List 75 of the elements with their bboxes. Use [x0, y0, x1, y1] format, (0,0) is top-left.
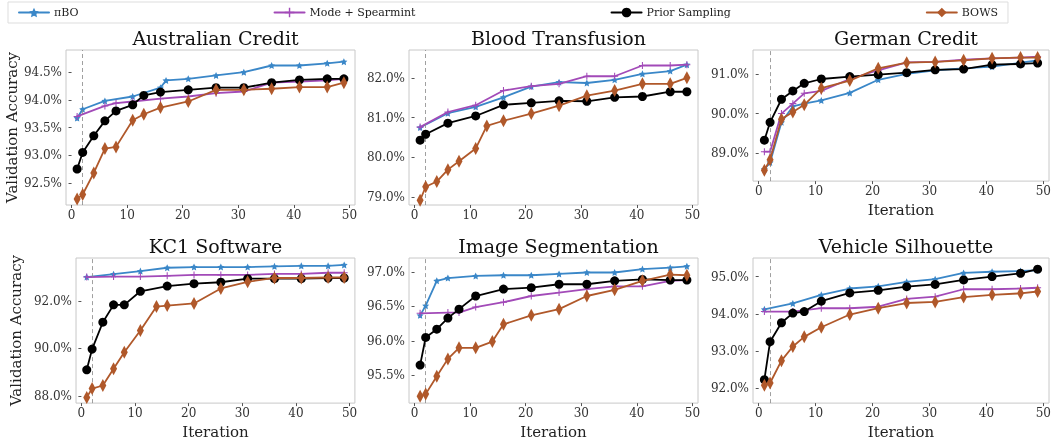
x-tick-label: 30 [573, 406, 589, 421]
x-tick-label: 0 [754, 184, 763, 199]
y-tick-label: 93.0% [710, 344, 749, 359]
x-tick-label: 20 [518, 406, 534, 421]
x-axis-title: Iteration [520, 422, 588, 441]
y-tick-label: 92.0% [710, 381, 749, 396]
x-tick-label: 30 [230, 208, 246, 222]
y-tick-label: 95.0% [710, 269, 749, 284]
x-tick-label: 0 [410, 208, 419, 222]
y-tick-label: 81.0% [366, 110, 405, 125]
y-tick-label: 96.5% [366, 299, 405, 314]
y-tick-label: 79.0% [366, 190, 405, 205]
x-tick-label: 20 [864, 184, 881, 199]
x-tick-label: 10 [462, 406, 478, 421]
y-tick-label: 89.0% [710, 146, 749, 161]
x-tick-label: 10 [462, 208, 478, 222]
y-tick-label: 90.0% [33, 341, 73, 356]
x-tick-label: 40 [978, 184, 995, 199]
y-tick-label: 92.0% [33, 293, 73, 308]
x-tick-label: 20 [518, 208, 534, 222]
x-axis-title: Iteration [182, 422, 250, 441]
chart-title: German Credit [834, 26, 979, 49]
x-tick-label: 50 [684, 406, 701, 421]
chart-title: Image Segmentation [458, 234, 659, 257]
x-tick-label: 0 [77, 406, 86, 421]
chart-title: Vehicle Silhouette [817, 234, 994, 257]
x-tick-label: 0 [754, 406, 763, 421]
x-tick-label: 0 [67, 208, 76, 222]
x-tick-label: 50 [684, 208, 701, 222]
chart-title: KC1 Software [148, 234, 283, 257]
x-tick-label: 50 [341, 208, 358, 222]
x-tick-label: 50 [341, 406, 358, 421]
legend-label: BOWS [961, 6, 998, 19]
x-tick-label: 30 [573, 208, 589, 222]
y-tick-label: 88.0% [33, 388, 73, 403]
x-tick-label: 0 [410, 406, 419, 421]
y-tick-label: 80.0% [366, 150, 405, 165]
y-tick-label: 94.0% [23, 92, 62, 107]
x-tick-label: 10 [807, 406, 824, 421]
x-tick-label: 10 [119, 208, 135, 222]
x-tick-label: 40 [288, 406, 304, 421]
x-tick-label: 30 [921, 406, 938, 421]
x-tick-label: 50 [1035, 406, 1051, 421]
x-tick-label: 40 [286, 208, 302, 222]
x-tick-label: 20 [175, 208, 191, 222]
legend-label: Prior Sampling [646, 6, 731, 19]
y-axis-title: Validation Accuracy [3, 51, 22, 205]
x-tick-label: 30 [921, 184, 938, 199]
legend-label: πBO [54, 6, 79, 19]
x-tick-label: 40 [629, 208, 645, 222]
x-axis-title: Iteration [867, 200, 935, 219]
x-tick-label: 30 [234, 406, 250, 421]
y-tick-label: 93.0% [23, 148, 62, 163]
x-tick-label: 50 [1035, 184, 1051, 199]
chart-title: Australian Credit [131, 26, 299, 49]
y-tick-label: 93.5% [23, 120, 62, 135]
legend-label: Mode + Spearmint [309, 6, 417, 19]
y-tick-label: 94.5% [23, 65, 62, 80]
y-tick-label: 82.0% [366, 70, 405, 85]
x-tick-label: 20 [181, 406, 197, 421]
x-tick-label: 40 [629, 406, 645, 421]
x-tick-label: 10 [807, 184, 824, 199]
y-tick-label: 94.0% [710, 306, 749, 321]
y-tick-label: 90.0% [710, 106, 749, 121]
y-tick-label: 96.0% [366, 333, 405, 348]
x-tick-label: 20 [864, 406, 881, 421]
y-tick-label: 92.5% [23, 175, 62, 190]
x-tick-label: 40 [978, 406, 995, 421]
y-axis-title: Validation Accuracy [6, 254, 25, 408]
chart-title: Blood Transfusion [471, 26, 646, 49]
x-axis-title: Iteration [867, 422, 935, 441]
y-tick-label: 95.5% [366, 368, 405, 383]
x-tick-label: 10 [127, 406, 143, 421]
y-tick-label: 91.0% [710, 66, 749, 81]
y-tick-label: 97.0% [366, 264, 405, 279]
